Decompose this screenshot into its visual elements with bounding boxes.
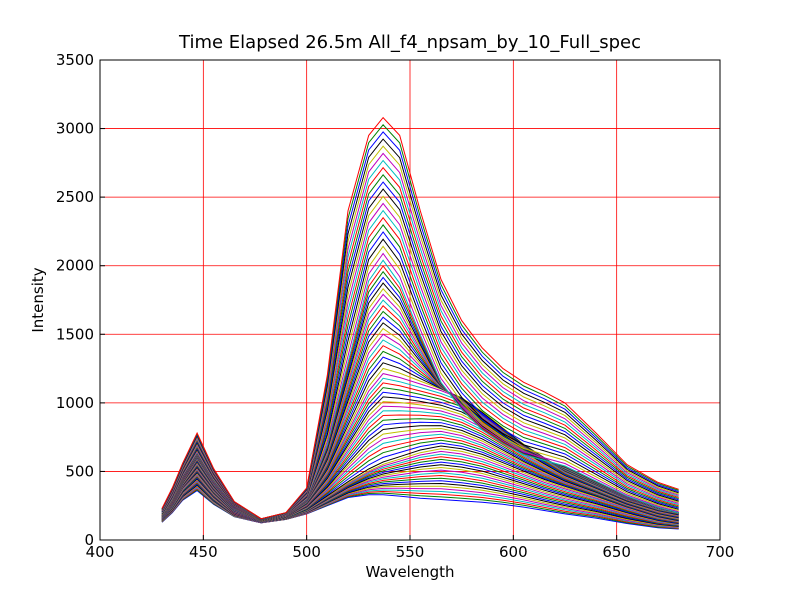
series-line bbox=[161, 116, 679, 520]
y-tick-label: 1000 bbox=[56, 394, 94, 412]
y-tick-label: 500 bbox=[65, 462, 94, 480]
chart-title: Time Elapsed 26.5m All_f4_npsam_by_10_Fu… bbox=[178, 32, 641, 53]
x-tick-label: 500 bbox=[292, 543, 321, 561]
y-tick-label: 1500 bbox=[56, 325, 94, 343]
x-tick-label: 700 bbox=[706, 543, 735, 561]
grid bbox=[99, 59, 721, 541]
x-tick-label: 550 bbox=[396, 543, 425, 561]
y-tick-label: 0 bbox=[84, 531, 94, 549]
x-tick-label: 600 bbox=[499, 543, 528, 561]
x-axis-ticks: 400 450 500 550 600 650 700 bbox=[86, 535, 735, 561]
x-axis-label: Wavelength bbox=[366, 563, 455, 581]
y-tick-label: 2000 bbox=[56, 257, 94, 275]
series-lines bbox=[161, 116, 679, 530]
x-tick-label: 650 bbox=[602, 543, 631, 561]
y-axis-ticks: 0 500 1000 1500 2000 2500 3000 3500 bbox=[56, 51, 105, 549]
y-tick-label: 3500 bbox=[56, 51, 94, 69]
x-tick-label: 400 bbox=[86, 543, 115, 561]
y-axis-label: Intensity bbox=[29, 267, 47, 332]
y-tick-label: 3000 bbox=[56, 120, 94, 138]
y-tick-label: 2500 bbox=[56, 188, 94, 206]
x-tick-label: 450 bbox=[189, 543, 218, 561]
